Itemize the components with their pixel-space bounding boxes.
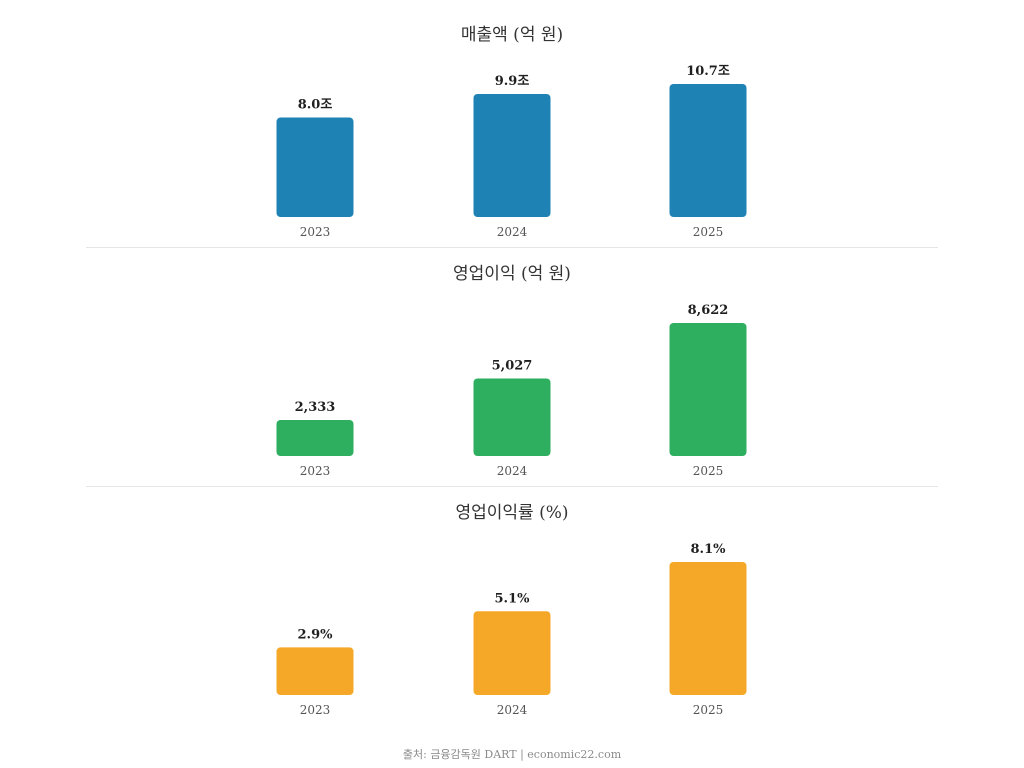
bar-value-label: 8.0조 [298,98,333,113]
bar-2024 [473,93,551,217]
operating-margin-chart-title: 영업이익률 (%) [455,503,569,523]
bar-value-label: 8.1% [691,542,727,557]
bar-2023 [276,117,354,217]
x-tick-label: 2025 [693,703,724,717]
x-tick-label: 2025 [693,464,724,478]
bar-2025 [669,84,747,217]
panel-divider [86,486,938,487]
bar-2024 [473,378,551,456]
panel-divider [86,247,938,248]
bar-2025 [669,562,747,695]
bar-value-label: 9.9조 [495,74,530,89]
source-caption: 출처: 금융감독원 DART | economic22.com [402,748,622,761]
bar-2023 [276,647,354,695]
x-tick-label: 2023 [300,225,331,239]
bar-value-label: 5,027 [492,358,533,373]
bar-value-label: 10.7조 [686,64,730,79]
x-tick-label: 2023 [300,464,331,478]
x-tick-label: 2024 [497,703,528,717]
bar-2023 [276,420,354,456]
operating-profit-chart: 2,333 2023 5,027 2024 8,622 2025 [276,303,747,478]
operating-margin-chart: 2.9% 2023 5.1% 2024 8.1% 2025 [276,542,747,717]
x-tick-label: 2023 [300,703,331,717]
x-tick-label: 2024 [497,464,528,478]
bar-value-label: 8,622 [688,303,729,318]
operating-profit-chart-title: 영업이익 (억 원) [453,264,571,284]
x-tick-label: 2024 [497,225,528,239]
bar-value-label: 2.9% [298,627,334,642]
bar-2024 [473,611,551,695]
bar-value-label: 2,333 [295,400,336,415]
revenue-chart-title: 매출액 (억 원) [460,25,564,45]
x-tick-label: 2025 [693,225,724,239]
bar-2025 [669,323,747,456]
revenue-chart: 8.0조 2023 9.9조 2024 10.7조 2025 [276,64,747,239]
bar-value-label: 5.1% [495,591,531,606]
